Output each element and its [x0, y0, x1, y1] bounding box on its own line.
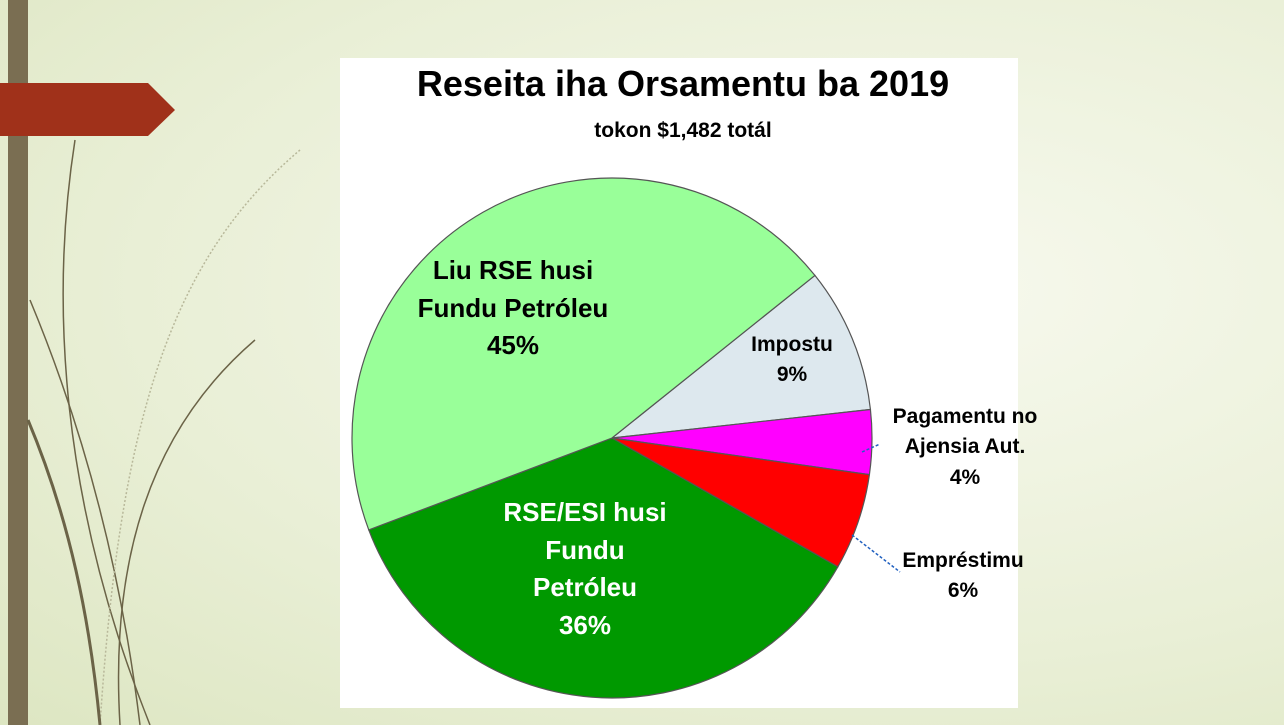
chart-subtitle: tokon $1,482 totál — [594, 119, 772, 142]
category-label: RSE/ESI husi Fundu Petróleu — [503, 497, 667, 603]
slice-label: Liu RSE husi Fundu Petróleu 45% — [413, 252, 613, 365]
value-label: 45% — [486, 330, 540, 361]
slice-label: RSE/ESI husi Fundu Petróleu 36% — [503, 494, 668, 645]
leader-line — [851, 534, 901, 573]
category-label: Empréstimu — [902, 549, 1024, 572]
category-label: Impostu — [751, 333, 833, 356]
slice-label: Impostu 9% — [722, 330, 862, 391]
chart-title: Reseita iha Orsamentu ba 2019 — [416, 63, 950, 104]
curves — [26, 139, 301, 725]
value-label: 36% — [558, 610, 612, 641]
value-label: 9% — [776, 363, 808, 387]
arrow — [0, 83, 175, 136]
slice-label: Pagamentu no Ajensia Aut. 4% — [883, 402, 1048, 493]
value-label: 4% — [949, 465, 981, 489]
category-label: Pagamentu no Ajensia Aut. — [892, 405, 1038, 459]
pie-slice — [351, 177, 816, 531]
value-label: 6% — [947, 579, 979, 603]
side-bar — [8, 0, 28, 725]
category-label: Liu RSE husi Fundu Petróleu — [417, 255, 609, 323]
leader-line — [861, 443, 881, 453]
pie-slice — [368, 437, 839, 699]
slice-label: Empréstimu 6% — [893, 546, 1033, 607]
pie-slice — [610, 274, 872, 439]
